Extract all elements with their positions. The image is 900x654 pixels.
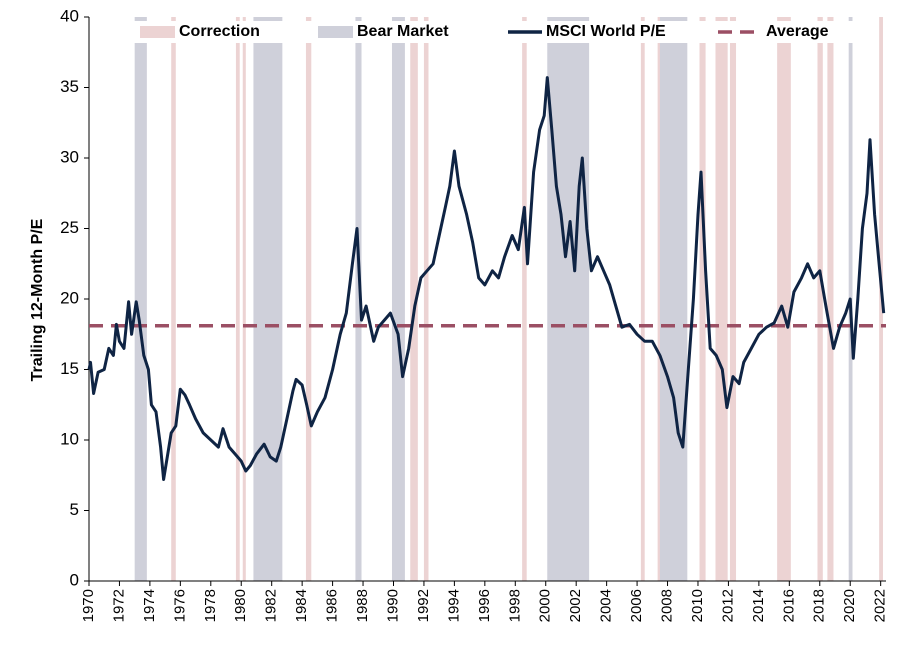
y-tick-label: 15 bbox=[60, 359, 79, 378]
legend: Correction Bear Market MSCI World P/E Avera… bbox=[140, 23, 829, 40]
legend-background bbox=[130, 21, 860, 43]
x-tick-label: 1970 bbox=[80, 589, 97, 622]
x-tick-label: 1978 bbox=[202, 589, 219, 622]
y-tick-label: 30 bbox=[60, 147, 79, 166]
x-tick-label: 1982 bbox=[263, 589, 280, 622]
legend-swatch bbox=[318, 26, 353, 38]
x-tick-label: 2002 bbox=[567, 589, 584, 622]
x-tick-label: 1996 bbox=[476, 589, 493, 622]
x-tick-label: 2000 bbox=[537, 589, 554, 622]
x-tick-label: 2012 bbox=[719, 589, 736, 622]
y-tick-label: 20 bbox=[60, 288, 79, 307]
x-tick-label: 1976 bbox=[171, 589, 188, 622]
y-tick-label: 25 bbox=[60, 218, 79, 237]
shaded-band bbox=[355, 17, 362, 581]
y-tick-label: 5 bbox=[70, 500, 79, 519]
x-tick-label: 1980 bbox=[232, 589, 249, 622]
shaded-band bbox=[817, 17, 823, 581]
shaded-band bbox=[657, 17, 661, 581]
shaded-band bbox=[391, 17, 405, 581]
x-tick-label: 1998 bbox=[506, 589, 523, 622]
y-axis-label: Trailing 12-Month P/E bbox=[29, 218, 46, 381]
x-tick-label: 2016 bbox=[780, 589, 797, 622]
shaded-band bbox=[699, 17, 706, 581]
x-tick-label: 1972 bbox=[110, 589, 127, 622]
x-tick-label: 1992 bbox=[415, 589, 432, 622]
shaded-band bbox=[729, 17, 737, 581]
legend-label: MSCI World P/E bbox=[546, 23, 666, 40]
shaded-band bbox=[777, 17, 791, 581]
shaded-band bbox=[423, 17, 429, 581]
x-tick-label: 1984 bbox=[293, 589, 310, 622]
x-tick-label: 2004 bbox=[598, 589, 615, 622]
shaded-band bbox=[305, 17, 312, 581]
legend-swatch bbox=[140, 26, 175, 38]
shaded-band bbox=[522, 17, 527, 581]
x-tick-label: 2010 bbox=[689, 589, 706, 622]
x-tick-label: 2020 bbox=[841, 589, 858, 622]
x-tick-label: 2018 bbox=[811, 589, 828, 622]
x-tick-label: 2022 bbox=[872, 589, 889, 622]
legend-label: Bear Market bbox=[357, 23, 449, 40]
x-tick-label: 1974 bbox=[141, 589, 158, 622]
y-tick-label: 0 bbox=[70, 570, 79, 589]
x-tick-label: 1990 bbox=[384, 589, 401, 622]
x-tick-label: 1988 bbox=[354, 589, 371, 622]
shaded-band bbox=[827, 17, 834, 581]
x-tick-label: 1986 bbox=[324, 589, 341, 622]
shaded-band bbox=[640, 17, 645, 581]
shaded-band bbox=[171, 17, 176, 581]
shaded-band bbox=[235, 17, 240, 581]
shaded-band bbox=[410, 17, 418, 581]
y-tick-label: 35 bbox=[60, 77, 79, 96]
legend-label: Correction bbox=[179, 23, 260, 40]
shaded-band bbox=[134, 17, 147, 581]
legend-label: Average bbox=[766, 23, 829, 40]
x-tick-label: 2008 bbox=[658, 589, 675, 622]
y-tick-label: 40 bbox=[60, 6, 79, 25]
data-line bbox=[87, 76, 886, 481]
x-tick-label: 2006 bbox=[628, 589, 645, 622]
y-tick-label: 10 bbox=[60, 429, 79, 448]
shaded-band bbox=[547, 17, 590, 581]
x-tick-label: 2014 bbox=[750, 589, 767, 622]
shaded-band bbox=[253, 17, 283, 581]
shaded-band bbox=[242, 17, 246, 581]
shaded-band bbox=[659, 17, 688, 581]
shaded-band bbox=[715, 17, 728, 581]
x-tick-label: 1994 bbox=[445, 589, 462, 622]
